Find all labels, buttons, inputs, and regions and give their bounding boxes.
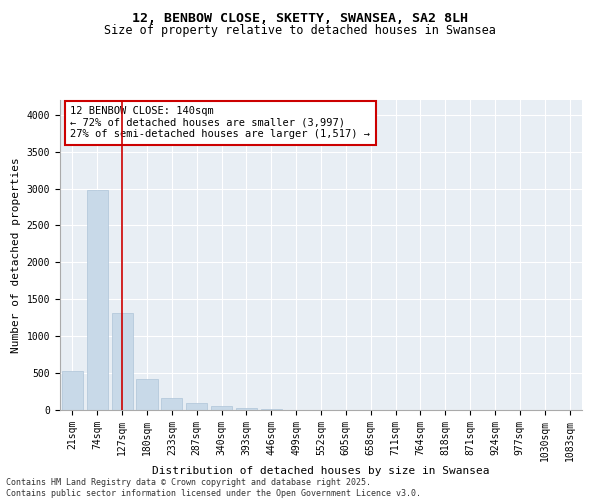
Text: Size of property relative to detached houses in Swansea: Size of property relative to detached ho… bbox=[104, 24, 496, 37]
Bar bbox=[112, 312, 133, 410]
Bar bbox=[161, 398, 182, 410]
Bar bbox=[87, 190, 108, 410]
Bar bbox=[236, 408, 257, 410]
Text: 12, BENBOW CLOSE, SKETTY, SWANSEA, SA2 8LH: 12, BENBOW CLOSE, SKETTY, SWANSEA, SA2 8… bbox=[132, 12, 468, 26]
Bar bbox=[261, 409, 282, 410]
Text: Contains HM Land Registry data © Crown copyright and database right 2025.
Contai: Contains HM Land Registry data © Crown c… bbox=[6, 478, 421, 498]
X-axis label: Distribution of detached houses by size in Swansea: Distribution of detached houses by size … bbox=[152, 466, 490, 476]
Bar bbox=[186, 402, 207, 410]
Bar bbox=[62, 371, 83, 410]
Y-axis label: Number of detached properties: Number of detached properties bbox=[11, 157, 21, 353]
Bar bbox=[211, 406, 232, 410]
Bar bbox=[136, 380, 158, 410]
Text: 12 BENBOW CLOSE: 140sqm
← 72% of detached houses are smaller (3,997)
27% of semi: 12 BENBOW CLOSE: 140sqm ← 72% of detache… bbox=[70, 106, 370, 140]
